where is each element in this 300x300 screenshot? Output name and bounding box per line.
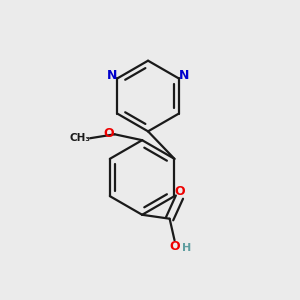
Text: O: O: [103, 127, 114, 140]
Text: H: H: [182, 243, 191, 253]
Text: N: N: [107, 69, 118, 82]
Text: O: O: [175, 185, 185, 198]
Text: O: O: [170, 240, 180, 253]
Text: CH₃: CH₃: [70, 133, 91, 143]
Text: N: N: [178, 69, 189, 82]
